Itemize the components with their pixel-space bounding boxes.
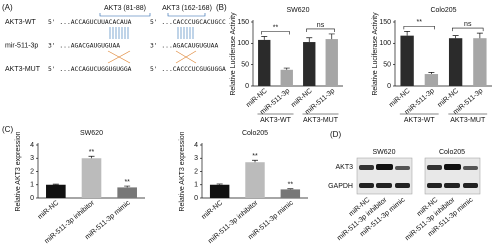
error-bar xyxy=(476,32,483,39)
bar xyxy=(400,35,414,86)
bar xyxy=(46,184,66,198)
bar xyxy=(245,162,265,198)
site-brackets xyxy=(99,13,206,17)
comparison-bracket xyxy=(306,28,335,32)
error-bar xyxy=(306,37,313,43)
bar xyxy=(81,158,102,198)
pairing-lines xyxy=(109,27,194,39)
y-tick-label: 3 xyxy=(194,155,198,162)
chart-title: Colo205 xyxy=(430,7,456,14)
panel-label: (B) xyxy=(216,3,227,12)
error-bar xyxy=(124,185,131,188)
y-axis-label: Relative AKT3 expression xyxy=(179,131,186,211)
bar xyxy=(473,38,487,86)
y-tick-label: 1 xyxy=(194,182,198,189)
y-tick-label: 1 xyxy=(30,182,34,189)
y-tick-label: 150 xyxy=(379,19,391,26)
error-bar xyxy=(52,183,59,185)
bar xyxy=(448,38,463,86)
comparison-bracket xyxy=(403,26,435,30)
error-bar xyxy=(252,159,258,163)
x-tick-label: miR-NC xyxy=(201,200,225,221)
error-bar xyxy=(452,35,459,39)
bar xyxy=(280,69,293,86)
error-bar xyxy=(404,31,411,36)
bar xyxy=(117,187,137,198)
mismatch-crosses xyxy=(107,50,197,64)
sequence: 5' ...ACCAGUCUUACACAUA xyxy=(48,19,132,26)
significance: ** xyxy=(124,179,130,186)
protein-label: GAPDH xyxy=(328,183,353,190)
error-bar xyxy=(261,36,268,40)
y-tick-label: 4 xyxy=(30,142,34,149)
row-label: AKT3-WT xyxy=(5,19,36,26)
y-tick-label: 100 xyxy=(379,40,391,47)
comparison-bracket xyxy=(452,27,484,32)
y-tick-label: 0 xyxy=(387,83,391,90)
bar xyxy=(280,189,301,198)
chart-title: SW620 xyxy=(287,7,310,14)
group-label: AKT3-MUT xyxy=(303,117,339,124)
comparison-label: ns xyxy=(464,21,472,28)
y-tick-label: 4 xyxy=(194,142,198,149)
comparison-bracket xyxy=(261,31,290,35)
cell-line-label: SW620 xyxy=(373,149,396,156)
sequence: 5' ...CACCCUGCACUGCC xyxy=(150,19,226,26)
sequence: 5' ...ACCAGUCUGGUGUGGA xyxy=(48,66,132,73)
error-bar xyxy=(216,183,223,185)
panel-label: (A) xyxy=(2,3,13,12)
y-tick-label: 100 xyxy=(237,40,249,47)
chart-title: SW620 xyxy=(80,130,103,137)
y-tick-label: 0 xyxy=(30,195,34,202)
protein-label: AKT3 xyxy=(335,164,353,171)
significance: ** xyxy=(89,149,95,156)
y-axis-label: Relative Luciferase Activity xyxy=(230,12,237,96)
error-bar xyxy=(88,155,95,159)
group-label: AKT3-WT xyxy=(260,117,291,124)
row-label: AKT3-MUT xyxy=(5,66,41,73)
bar xyxy=(258,39,271,86)
chart-title: Colo205 xyxy=(242,130,268,137)
error-bar xyxy=(328,33,335,40)
x-tick-label: miR-NC xyxy=(437,88,461,109)
y-tick-label: 0 xyxy=(194,195,198,202)
site-label: AKT3 (81-88) xyxy=(104,5,146,12)
y-axis-label: Relative Luciferase Activity xyxy=(372,12,379,96)
sequence: 3' ...AGACAUGUGUAA xyxy=(150,43,218,50)
bar xyxy=(209,184,230,198)
sequence: 3' ...AGACGAUGUGUAA xyxy=(48,43,120,50)
y-tick-label: 50 xyxy=(383,62,391,69)
y-tick-label: 2 xyxy=(30,168,34,175)
comparison-label: ** xyxy=(417,19,423,26)
blot xyxy=(356,157,481,195)
comparison-label: ** xyxy=(273,24,279,31)
y-tick-label: 50 xyxy=(241,62,249,69)
bar xyxy=(325,39,338,86)
row-label: mir-511-3p xyxy=(5,42,38,49)
panel-label: (D) xyxy=(330,130,341,139)
x-tick-label: miR-NC xyxy=(388,88,412,109)
cell-line-label: Colo205 xyxy=(439,149,465,156)
y-tick-label: 0 xyxy=(245,83,249,90)
site-label: AKT3 (162-168) xyxy=(162,5,212,12)
comparison-label: ns xyxy=(317,22,325,29)
x-tick-label: miR-NC xyxy=(37,200,61,221)
y-tick-label: 150 xyxy=(237,19,249,26)
y-tick-label: 3 xyxy=(30,155,34,162)
group-label: AKT3-MUT xyxy=(450,117,486,124)
y-tick-label: 2 xyxy=(194,168,198,175)
error-bar xyxy=(283,67,290,70)
bar xyxy=(424,74,439,86)
panel-label: (C) xyxy=(2,125,13,134)
error-bar xyxy=(287,188,294,190)
group-label: AKT3-WT xyxy=(404,117,435,124)
y-axis-label: Relative AKT3 expression xyxy=(15,131,22,211)
significance: ** xyxy=(252,153,258,160)
sequence: 5' ...CACCCUCGUGUGGA xyxy=(150,66,226,73)
error-bar xyxy=(428,71,435,75)
bar xyxy=(303,42,316,86)
significance: ** xyxy=(288,182,294,189)
